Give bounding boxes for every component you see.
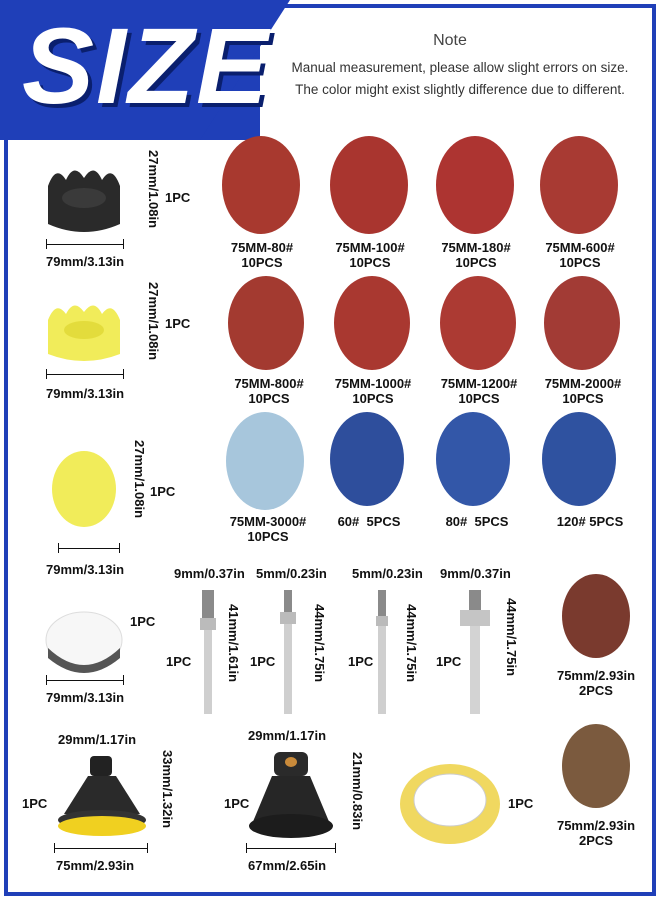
pad-3-height: 27mm/1.08in [132, 440, 147, 519]
scuff-pad-1 [562, 574, 630, 658]
disc-80-label: 75MM-80# 10PCS [230, 240, 294, 270]
shaft-2-len: 44mm/1.75in [312, 604, 327, 683]
holder-1-width-line [54, 843, 148, 853]
shaft-2-dia: 5mm/0.23in [256, 566, 327, 581]
scuff-pad-1-label: 75mm/2.93in 2PCS [556, 668, 636, 698]
shaft-1-len: 41mm/1.61in [226, 604, 241, 683]
disc-180 [436, 136, 514, 234]
shaft-1-qty: 1PC [166, 654, 192, 669]
tape-qty: 1PC [508, 796, 534, 811]
holder-1-width: 75mm/2.93in [56, 858, 135, 873]
disc-80 [222, 136, 300, 234]
wool-pad-image [45, 611, 123, 673]
disc-100-label: 75MM-100# 10PCS [335, 240, 405, 270]
yellow-flat-pad-image [52, 451, 116, 527]
disc-180-label: 75MM-180# 10PCS [441, 240, 511, 270]
disc-1000-label: 75MM-1000# 10PCS [334, 376, 412, 406]
holder-2-width-line [246, 843, 336, 853]
disc-1200 [440, 276, 516, 370]
shaft-3-image [376, 590, 388, 714]
holder-2-qty: 1PC [224, 796, 250, 811]
backing-plate-2-image [249, 752, 333, 838]
pad-3-qty: 1PC [150, 484, 176, 499]
disc-80-blue-label: 80# 5PCS [445, 514, 509, 529]
disc-1000 [334, 276, 410, 370]
disc-600-label: 75MM-600# 10PCS [545, 240, 615, 270]
shaft-2-qty: 1PC [250, 654, 276, 669]
banner-slant [200, 0, 290, 140]
disc-3000 [226, 412, 304, 510]
disc-120-label: 120# 5PCS [556, 514, 624, 529]
holder-1-qty: 1PC [22, 796, 48, 811]
disc-120 [542, 412, 616, 506]
backing-plate-1-image [58, 756, 146, 836]
shaft-3-len: 44mm/1.75in [404, 604, 419, 683]
scuff-pad-2-label: 75mm/2.93in 2PCS [556, 818, 636, 848]
shaft-3-qty: 1PC [348, 654, 374, 669]
disc-60-label: 60# 5PCS [337, 514, 401, 529]
shaft-4-dia: 9mm/0.37in [440, 566, 511, 581]
disc-60 [330, 412, 404, 506]
pad-2-width-line [46, 369, 124, 379]
holder-2-height: 21mm/0.83in [350, 752, 365, 831]
shaft-3-dia: 5mm/0.23in [352, 566, 423, 581]
pad-1-height: 27mm/1.08in [146, 150, 161, 229]
pad-2-height: 27mm/1.08in [146, 282, 161, 361]
shaft-2-image [280, 590, 296, 714]
shaft-1-dia: 9mm/0.37in [174, 566, 245, 581]
pad-2-qty: 1PC [165, 316, 191, 331]
pad-1-width: 79mm/3.13in [46, 254, 125, 269]
holder-1-top: 29mm/1.17in [58, 732, 137, 747]
disc-3000-label: 75MM-3000# 10PCS [229, 514, 307, 544]
shaft-4-image [460, 590, 490, 714]
disc-800-label: 75MM-800# 10PCS [234, 376, 304, 406]
pad-3-width-line [58, 543, 120, 553]
note-line-1: Manual measurement, please allow slight … [291, 60, 629, 75]
pad-3-width: 79mm/3.13in [46, 562, 125, 577]
note-title: Note [433, 32, 467, 49]
page-border [4, 4, 656, 896]
shaft-4-len: 44mm/1.75in [504, 598, 519, 677]
masking-tape-image [400, 764, 500, 844]
pad-1-qty: 1PC [165, 190, 191, 205]
pad-4-qty: 1PC [130, 614, 156, 629]
disc-600 [540, 136, 618, 234]
disc-800 [228, 276, 304, 370]
banner-title: SIZE [22, 5, 271, 126]
disc-2000-label: 75MM-2000# 10PCS [544, 376, 622, 406]
holder-2-width: 67mm/2.65in [248, 858, 327, 873]
shaft-4-qty: 1PC [436, 654, 462, 669]
scuff-pad-2 [562, 724, 630, 808]
pad-4-width-line [46, 675, 124, 685]
pad-2-width: 79mm/3.13in [46, 386, 125, 401]
disc-1200-label: 75MM-1200# 10PCS [440, 376, 518, 406]
pad-4-width: 79mm/3.13in [46, 690, 125, 705]
note-line-2: The color might exist slightly differenc… [295, 82, 625, 97]
holder-1-height: 33mm/1.32in [160, 750, 175, 829]
shaft-1-image [200, 590, 216, 714]
disc-100 [330, 136, 408, 234]
holder-2-top: 29mm/1.17in [248, 728, 327, 743]
pad-1-width-line [46, 239, 124, 249]
disc-2000 [544, 276, 620, 370]
black-foam-pad-image [48, 170, 120, 232]
yellow-foam-pad-image [48, 305, 120, 361]
disc-80-blue [436, 412, 510, 506]
